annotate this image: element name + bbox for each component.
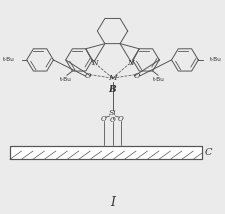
Text: t-Bu: t-Bu bbox=[3, 57, 15, 62]
Text: M: M bbox=[108, 74, 117, 82]
Text: B: B bbox=[109, 85, 116, 94]
Text: O: O bbox=[101, 114, 107, 123]
Text: Si: Si bbox=[109, 109, 116, 117]
Text: C: C bbox=[205, 148, 212, 157]
Bar bbox=[10, 146, 202, 159]
Text: O: O bbox=[85, 72, 91, 80]
Text: t-Bu: t-Bu bbox=[153, 77, 165, 82]
Text: N: N bbox=[91, 59, 97, 67]
Text: I: I bbox=[110, 196, 115, 209]
Text: O: O bbox=[134, 72, 140, 80]
Text: t-Bu: t-Bu bbox=[210, 57, 222, 62]
Text: N: N bbox=[128, 59, 134, 67]
Text: O: O bbox=[110, 116, 115, 124]
Text: O: O bbox=[118, 114, 124, 123]
Text: t-Bu: t-Bu bbox=[60, 77, 72, 82]
Bar bbox=[10, 146, 202, 159]
